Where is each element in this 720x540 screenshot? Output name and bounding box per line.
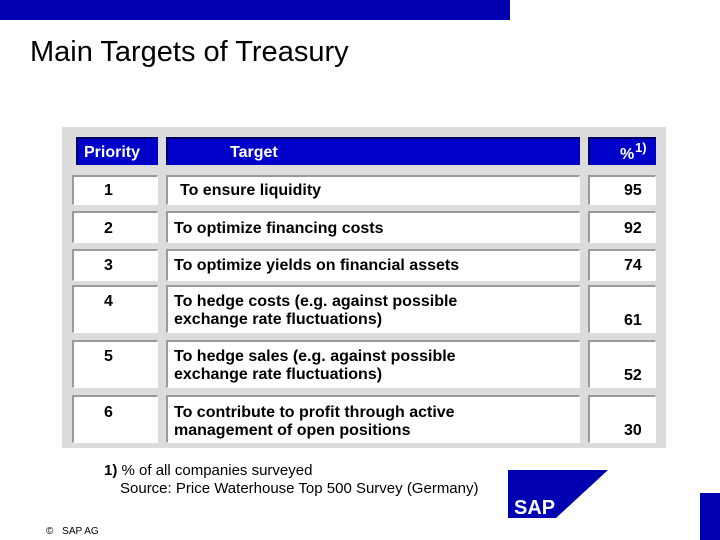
targets-table: Priority Target % 1) 1 To ensure liquidi…	[62, 127, 666, 448]
copyright: © SAP AG	[46, 526, 99, 537]
percent-value: 30	[624, 422, 642, 439]
footnote: 1) % of all companies surveyed Source: P…	[104, 462, 479, 498]
slide-title: Main Targets of Treasury	[30, 36, 349, 68]
header-target: Target	[166, 137, 580, 165]
footnote-line-2: Source: Price Waterhouse Top 500 Survey …	[104, 480, 479, 498]
row-3-target: To optimize yields on financial assets	[166, 249, 580, 281]
target-text: To optimize yields on financial assets	[174, 257, 460, 274]
target-text: To optimize financing costs	[174, 220, 384, 237]
row-6-priority: 6	[72, 395, 158, 443]
row-4-priority: 4	[72, 285, 158, 333]
target-text-line-1: To contribute to profit through active	[174, 404, 455, 421]
target-text-line-2: exchange rate fluctuations)	[174, 311, 383, 328]
percent-value: 52	[624, 367, 642, 384]
priority-value: 4	[104, 293, 113, 310]
percent-value: 74	[624, 257, 642, 274]
header-priority-label: Priority	[84, 144, 141, 161]
row-1-target: To ensure liquidity	[166, 175, 580, 205]
priority-value: 5	[104, 348, 113, 365]
priority-value: 3	[104, 257, 113, 274]
percent-value: 95	[624, 182, 642, 199]
top-accent-bar	[0, 0, 510, 20]
row-1-priority: 1	[72, 175, 158, 205]
row-4-percent: 61	[588, 285, 656, 333]
target-text-line-2: exchange rate fluctuations)	[174, 366, 383, 383]
row-5-target: To hedge sales (e.g. against possible ex…	[166, 340, 580, 388]
row-2-percent: 92	[588, 211, 656, 243]
target-text-line-1: To hedge costs (e.g. against possible	[174, 293, 458, 310]
header-percent-label: %	[620, 146, 635, 163]
header-percent: % 1)	[588, 137, 656, 165]
copyright-symbol: ©	[46, 526, 54, 537]
sap-logo-icon: SAP	[508, 470, 608, 518]
footnote-line-1: 1) % of all companies surveyed	[104, 462, 479, 480]
footnote-marker: 1)	[104, 462, 118, 479]
row-5-percent: 52	[588, 340, 656, 388]
copyright-company: SAP AG	[62, 526, 99, 537]
corner-accent-bar	[700, 493, 720, 540]
target-text-line-2: management of open positions	[174, 422, 411, 439]
priority-value: 6	[104, 404, 113, 421]
row-6-percent: 30	[588, 395, 656, 443]
row-5-priority: 5	[72, 340, 158, 388]
sap-logo-text: SAP	[514, 497, 555, 518]
row-3-priority: 3	[72, 249, 158, 281]
priority-value: 2	[104, 220, 113, 237]
header-priority: Priority	[76, 137, 158, 165]
row-4-target: To hedge costs (e.g. against possible ex…	[166, 285, 580, 333]
footnote-source: Source: Price Waterhouse Top 500 Survey …	[120, 480, 479, 497]
header-target-label: Target	[230, 144, 278, 161]
row-2-target: To optimize financing costs	[166, 211, 580, 243]
row-1-percent: 95	[588, 175, 656, 205]
row-2-priority: 2	[72, 211, 158, 243]
header-percent-footnote-marker: 1)	[635, 140, 647, 155]
footnote-text: % of all companies surveyed	[121, 462, 313, 479]
target-text-line-1: To hedge sales (e.g. against possible	[174, 348, 456, 365]
percent-value: 61	[624, 312, 642, 329]
row-6-target: To contribute to profit through active m…	[166, 395, 580, 443]
row-3-percent: 74	[588, 249, 656, 281]
percent-value: 92	[624, 220, 642, 237]
priority-value: 1	[104, 182, 113, 199]
target-text: To ensure liquidity	[180, 182, 322, 199]
